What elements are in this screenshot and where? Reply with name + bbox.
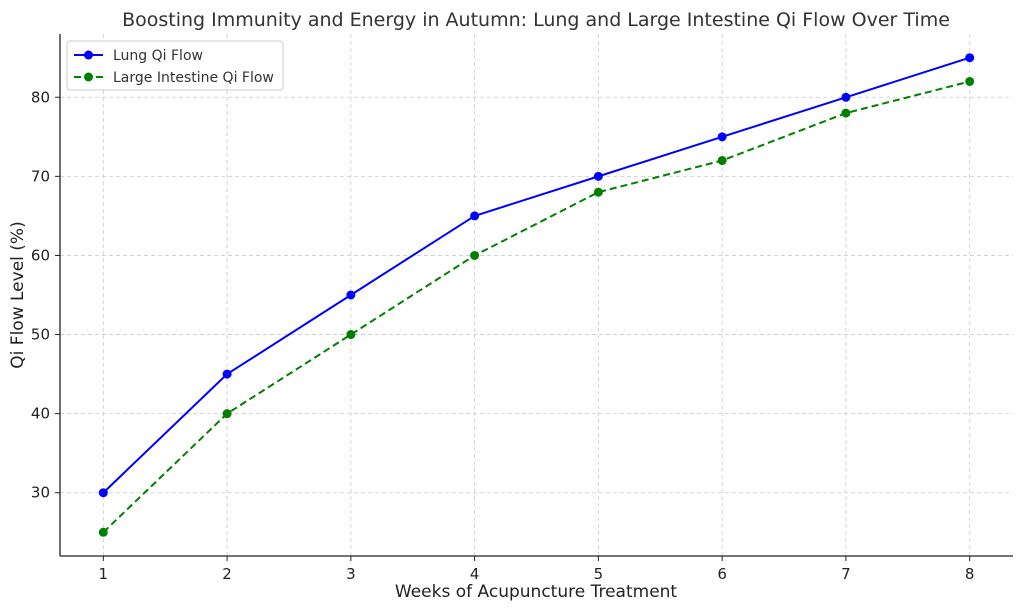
x-axis-title: Weeks of Acupuncture Treatment (395, 582, 678, 602)
lung-data-point (965, 53, 975, 63)
large-intestine-data-point (98, 527, 108, 537)
y-tick-label: 70 (31, 167, 50, 185)
chart-legend: Lung Qi Flow Large Intestine Qi Flow (66, 40, 284, 91)
x-tick-label: 8 (965, 565, 975, 583)
large-intestine-data-point (593, 187, 603, 197)
large-intestine-data-point (346, 330, 356, 340)
x-tick-label: 1 (99, 565, 109, 583)
x-tick-label: 7 (841, 565, 851, 583)
lung-data-point (98, 488, 108, 498)
legend-label-large-intestine: Large Intestine Qi Flow (113, 70, 274, 86)
lung-data-point (717, 132, 727, 142)
lung-data-point (470, 211, 480, 221)
lung-data-point (222, 369, 232, 379)
y-tick-label: 80 (31, 88, 50, 106)
large-intestine-series-line (102, 80, 970, 533)
grid-lines (60, 34, 1013, 556)
x-tick-label: 5 (594, 565, 604, 583)
y-tick-label: 30 (31, 484, 50, 502)
x-tick-label: 2 (222, 565, 232, 583)
y-tick-label: 60 (31, 246, 50, 264)
lung-data-point (346, 290, 356, 300)
plot-axes (59, 34, 1013, 557)
legend-marker-large-intestine (84, 72, 93, 82)
large-intestine-data-point (841, 108, 851, 118)
x-tick-label: 3 (346, 565, 356, 583)
axis-ticks: 1 2 3 4 5 6 7 8 30 40 50 60 70 80 (31, 88, 975, 583)
x-tick-label: 6 (717, 565, 727, 583)
large-intestine-data-point (222, 409, 232, 419)
large-intestine-data-point (717, 156, 727, 166)
large-intestine-data-point (965, 76, 975, 86)
data-series (98, 53, 975, 537)
y-tick-label: 40 (31, 405, 50, 423)
y-tick-label: 50 (31, 326, 50, 344)
y-axis-title: Qi Flow Level (%) (8, 221, 28, 368)
lung-series-line (102, 56, 970, 494)
x-tick-label: 4 (470, 565, 480, 583)
legend-marker-lung (84, 50, 93, 60)
lung-data-point (593, 171, 603, 181)
chart-title: Boosting Immunity and Energy in Autumn: … (122, 9, 950, 31)
legend-label-lung: Lung Qi Flow (113, 48, 203, 64)
lung-data-point (841, 92, 851, 102)
legend-box (66, 40, 284, 91)
large-intestine-data-point (470, 250, 480, 260)
